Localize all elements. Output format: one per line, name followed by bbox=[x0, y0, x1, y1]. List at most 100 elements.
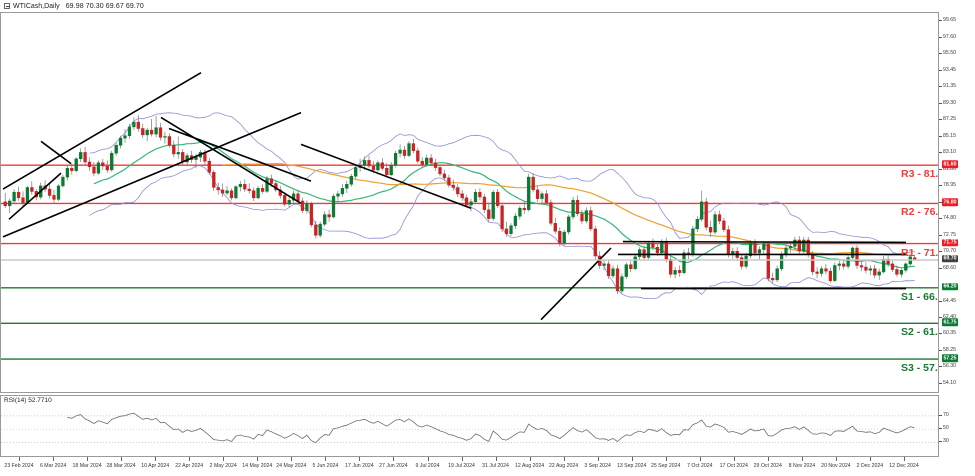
time-axis[interactable]: 23 Feb 2024 6 Mar 2024 18 Mar 2024 28 Mar 2… bbox=[0, 457, 975, 476]
price-tick bbox=[939, 202, 942, 204]
price-tick bbox=[939, 185, 942, 187]
ohlc-values: 69.98 70.30 69.67 69.70 bbox=[65, 2, 144, 10]
price-chart-canvas bbox=[1, 72, 938, 360]
chart-header: WTICash,Daily 69.98 70.30 69.67 69.70 bbox=[0, 0, 975, 12]
time-tick bbox=[19, 457, 20, 461]
price-tick bbox=[939, 53, 942, 55]
level-label-s1: S1 - 66.20 bbox=[901, 290, 938, 303]
time-tick bbox=[121, 457, 123, 461]
price-tick-label: 93.45 bbox=[943, 66, 956, 73]
time-tick-label: 3 Sep 2024 bbox=[584, 463, 611, 469]
price-axis-badge-69-70[interactable]: 69.70 bbox=[942, 255, 958, 263]
panel-toggle-icon[interactable] bbox=[4, 3, 10, 9]
rsi-tick-label-70: 70 bbox=[943, 411, 949, 418]
price-axis-badge-71-75[interactable]: 71.75 bbox=[942, 238, 958, 247]
level-label-r2: R2 - 76.80 bbox=[901, 206, 938, 219]
price-axis-badge-57-25[interactable]: 57.25 bbox=[942, 354, 958, 362]
price-tick-label: 62.40 bbox=[943, 314, 956, 321]
time-tick-label: 12 Dec 2024 bbox=[889, 463, 919, 469]
time-tick bbox=[155, 457, 157, 461]
time-tick bbox=[733, 457, 735, 461]
price-tick-label: 87.25 bbox=[943, 116, 956, 123]
rsi-tick-label-30: 30 bbox=[943, 438, 949, 445]
time-tick-label: 12 Aug 2024 bbox=[515, 463, 545, 469]
time-tick-label: 7 Oct 2024 bbox=[687, 463, 713, 469]
price-chart-pane[interactable]: R3 - 81.60 R2 - 76.80 R1 - 71.75 S1 - 66.20… bbox=[0, 12, 938, 393]
price-tick bbox=[939, 234, 942, 236]
price-axis-badge-81-60[interactable]: 81.60 bbox=[942, 160, 958, 168]
time-tick-label: 6 Mar 2024 bbox=[39, 463, 67, 469]
price-tick bbox=[939, 36, 942, 38]
time-tick bbox=[597, 457, 599, 461]
price-tick-label: 89.30 bbox=[943, 99, 956, 106]
level-label-r3: R3 - 81.60 bbox=[901, 168, 938, 181]
price-tick bbox=[939, 20, 942, 22]
price-axis-badge-76-80[interactable]: 76.80 bbox=[942, 198, 958, 207]
time-tick bbox=[291, 457, 293, 461]
time-tick-label: 17 Jun 2024 bbox=[345, 463, 374, 469]
price-tick-label: 74.80 bbox=[943, 215, 956, 222]
time-tick bbox=[801, 457, 803, 461]
price-tick bbox=[939, 383, 942, 385]
price-tick-label: 72.75 bbox=[943, 231, 956, 238]
rsi-tick bbox=[939, 441, 942, 443]
time-tick-label: 17 Oct 2024 bbox=[719, 463, 748, 469]
time-tick bbox=[869, 457, 871, 461]
time-tick bbox=[257, 457, 259, 461]
price-tick-label: 70.70 bbox=[943, 247, 956, 254]
time-tick bbox=[665, 457, 667, 461]
time-tick bbox=[359, 457, 361, 461]
time-tick-label: 18 Mar 2024 bbox=[72, 463, 102, 469]
time-tick bbox=[835, 457, 837, 461]
price-tick bbox=[939, 102, 942, 104]
price-tick bbox=[939, 86, 942, 88]
time-tick bbox=[427, 457, 429, 461]
time-tick bbox=[189, 457, 191, 461]
time-tick bbox=[393, 457, 395, 461]
price-tick-label: 78.95 bbox=[943, 182, 956, 189]
time-tick-label: 22 Apr 2024 bbox=[175, 463, 204, 469]
rsi-axis[interactable]: 70 50 30 bbox=[938, 395, 975, 457]
rsi-indicator-pane[interactable]: RSI(14) 52.7710 bbox=[0, 395, 938, 457]
time-tick-label: 23 Feb 2024 bbox=[4, 463, 34, 469]
price-axis-badge-61-75[interactable]: 61.75 bbox=[942, 318, 958, 327]
time-tick-label: 19 Jul 2024 bbox=[448, 463, 475, 469]
price-tick-label: 54.10 bbox=[943, 380, 956, 387]
price-tick bbox=[939, 317, 942, 319]
price-tick bbox=[939, 135, 942, 137]
time-tick-label: 10 Apr 2024 bbox=[141, 463, 170, 469]
price-tick-label: 64.45 bbox=[943, 297, 956, 304]
price-tick-label: 95.50 bbox=[943, 50, 956, 57]
price-tick bbox=[939, 119, 942, 121]
time-tick-label: 24 May 2024 bbox=[276, 463, 307, 469]
price-tick-label: 60.35 bbox=[943, 330, 956, 337]
time-tick-label: 5 Jun 2024 bbox=[312, 463, 339, 469]
level-label-r1: R1 - 71.75 bbox=[901, 246, 938, 259]
rsi-chart-canvas bbox=[1, 412, 938, 444]
rsi-tick bbox=[939, 414, 942, 416]
level-label-s2: S2 - 61.75 bbox=[901, 326, 938, 339]
time-tick bbox=[495, 457, 497, 461]
time-tick-label: 22 Aug 2024 bbox=[549, 463, 579, 469]
time-tick-label: 9 Jul 2024 bbox=[415, 463, 440, 469]
rsi-tick-label-50: 50 bbox=[943, 425, 949, 432]
price-axis[interactable]: 99.65 97.60 95.50 93.45 91.35 89.30 87.25 85.15… bbox=[938, 12, 975, 393]
time-tick bbox=[904, 457, 905, 461]
price-tick-label: 56.30 bbox=[943, 362, 956, 369]
time-tick bbox=[529, 457, 531, 461]
price-tick bbox=[939, 218, 942, 220]
time-tick-label: 2 May 2024 bbox=[209, 463, 237, 469]
price-tick bbox=[939, 152, 942, 154]
time-tick bbox=[631, 457, 633, 461]
price-tick-label: 97.60 bbox=[943, 33, 956, 40]
time-tick-label: 29 Oct 2024 bbox=[753, 463, 782, 469]
time-tick-label: 28 Mar 2024 bbox=[106, 463, 136, 469]
price-tick-label: 99.65 bbox=[943, 17, 956, 24]
price-tick-label: 91.35 bbox=[943, 83, 956, 90]
price-tick bbox=[939, 350, 942, 352]
price-tick-label: 83.10 bbox=[943, 149, 956, 156]
time-tick bbox=[767, 457, 769, 461]
price-axis-badge-66-20[interactable]: 66.20 bbox=[942, 283, 958, 291]
price-tick bbox=[939, 69, 942, 71]
time-tick-label: 13 Sep 2024 bbox=[616, 463, 647, 469]
